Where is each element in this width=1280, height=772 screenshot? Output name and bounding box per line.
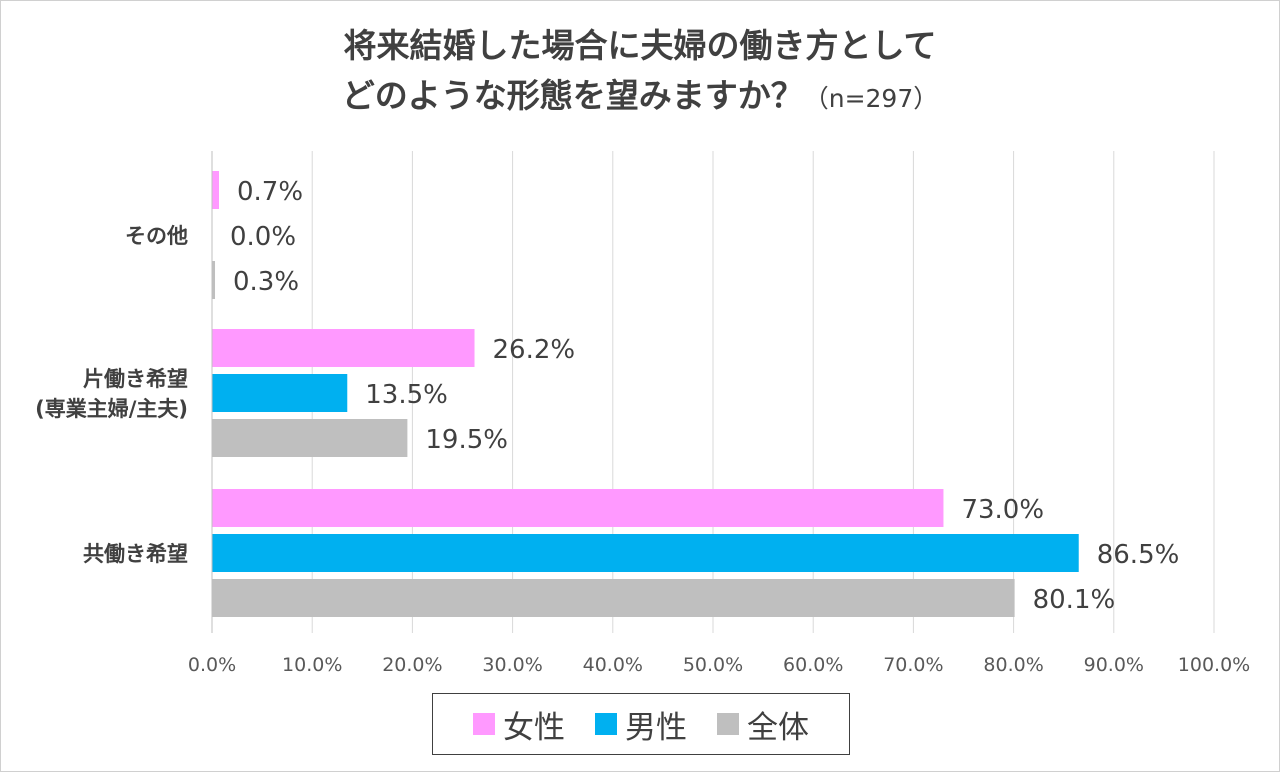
x-tick-label-8: 80.0% — [983, 654, 1043, 676]
x-tick-label-6: 60.0% — [783, 654, 843, 676]
x-tick-label-7: 70.0% — [883, 654, 943, 676]
data-label-series2-cat2: 80.1% — [1033, 585, 1116, 615]
chart-title-line2-text: どのような形態を望みますか？ — [341, 76, 804, 115]
legend-item-male: 男性 — [595, 702, 687, 747]
chart-title-line1: 将来結婚した場合に夫婦の働き方として — [343, 26, 937, 65]
data-label-series1-cat2: 86.5% — [1097, 540, 1180, 570]
data-label-series0-cat1: 26.2% — [493, 335, 576, 365]
chart-title-line2: どのような形態を望みますか？（n=297） — [1, 73, 1279, 122]
legend-swatch-female — [473, 713, 495, 735]
category-label-1-1: (専業主婦/主夫) — [35, 397, 188, 421]
legend-label-total: 全体 — [747, 709, 809, 746]
bar-series0-cat2 — [212, 489, 944, 527]
bar-series1-cat2 — [212, 534, 1079, 572]
category-label-2-0: 共働き希望 — [83, 542, 188, 566]
x-tick-label-0: 0.0% — [188, 654, 236, 676]
legend-label-male: 男性 — [625, 709, 687, 746]
bar-series0-cat1 — [212, 329, 475, 367]
data-label-series2-cat1: 19.5% — [425, 425, 508, 455]
data-label-series0-cat0: 0.7% — [237, 177, 303, 207]
legend-item-total: 全体 — [717, 702, 809, 747]
category-label-0-0: その他 — [125, 224, 188, 248]
data-label-series2-cat0: 0.3% — [233, 267, 299, 297]
data-label-series1-cat1: 13.5% — [365, 380, 448, 410]
bar-series2-cat2 — [212, 579, 1015, 617]
bar-series2-cat0 — [212, 261, 216, 299]
x-tick-label-1: 10.0% — [282, 654, 342, 676]
x-tick-label-3: 30.0% — [482, 654, 542, 676]
legend-item-female: 女性 — [473, 702, 565, 747]
category-label-1-0: 片働き希望 — [83, 367, 188, 391]
x-tick-label-10: 100.0% — [1178, 654, 1250, 676]
data-label-series0-cat2: 73.0% — [961, 495, 1044, 525]
x-tick-label-9: 90.0% — [1084, 654, 1144, 676]
legend-label-female: 女性 — [503, 709, 565, 746]
x-tick-label-5: 50.0% — [683, 654, 743, 676]
bar-series1-cat1 — [212, 374, 348, 412]
chart-sample-size: （n=297） — [803, 84, 939, 113]
x-tick-label-4: 40.0% — [583, 654, 643, 676]
x-tick-label-2: 20.0% — [382, 654, 442, 676]
legend-swatch-total — [717, 713, 739, 735]
legend-swatch-male — [595, 713, 617, 735]
data-label-series1-cat0: 0.0% — [230, 222, 296, 252]
bar-chart-plot: 0.0% 10.0% 20.0% 30.0% 40.0% 50.0% 60.0% 70.0% 8… — [35, 151, 1250, 676]
chart-legend: 女性 男性 全体 — [432, 693, 850, 755]
bar-series2-cat1 — [212, 419, 408, 457]
bar-series0-cat0 — [212, 171, 220, 209]
